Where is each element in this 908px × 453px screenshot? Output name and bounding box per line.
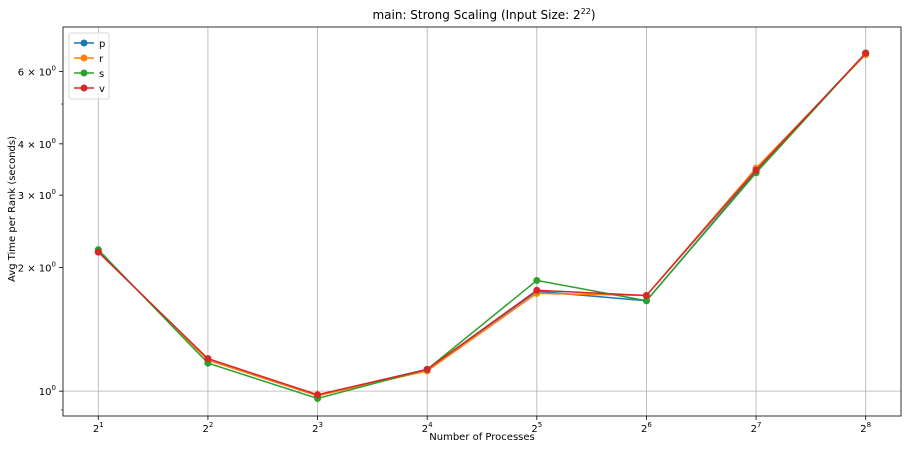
y-tick-label-2: 3 × 100: [18, 188, 56, 202]
y-tick-label-3: 4 × 100: [18, 137, 56, 151]
legend-marker-s: [80, 69, 88, 77]
y-tick-label-0: 100: [39, 384, 56, 398]
legend-label-s: s: [99, 69, 104, 80]
legend-label-r: r: [99, 54, 104, 65]
legend-box: [68, 32, 110, 100]
x-tick-label-6: 27: [751, 421, 762, 435]
x-tick-label-5: 26: [641, 421, 652, 435]
series-line-s: [97, 52, 867, 400]
series-group: [94, 49, 870, 402]
x-ticks: 21 22 23 24 25 26 27 28: [93, 416, 871, 435]
legend-marker-r: [80, 54, 88, 62]
legend-label-v: v: [99, 84, 105, 95]
data-point-v-1: [204, 355, 212, 363]
x-tick-label-2: 23: [312, 421, 323, 435]
x-axis-label: Number of Processes: [429, 432, 534, 443]
legend-label-p: p: [99, 39, 105, 50]
chart-title-exponent: 22: [581, 7, 591, 16]
x-tick-label-0: 21: [93, 421, 104, 435]
y-ticks: 100 2 × 100 3 × 100 4 × 100 6 × 100: [18, 65, 63, 411]
series-line-v: [97, 52, 867, 396]
chart-title-main: main: Strong Scaling (Input Size: 2: [372, 8, 580, 22]
x-tick-label-3: 24: [422, 421, 433, 435]
x-tick-label-1: 22: [203, 421, 214, 435]
data-point-v-7: [862, 49, 870, 57]
chart-title-close: ): [591, 8, 596, 22]
grid-lines: [63, 27, 901, 416]
chart-title: main: Strong Scaling (Input Size: 222): [372, 7, 595, 22]
legend-marker-p: [80, 39, 88, 47]
y-tick-label-1: 2 × 100: [18, 260, 56, 274]
data-point-v-5: [642, 291, 650, 299]
data-point-v-0: [94, 248, 102, 256]
plot-frame: [62, 26, 902, 417]
x-tick-label-7: 28: [860, 421, 871, 435]
series-line-r: [97, 53, 867, 397]
data-point-v-4: [533, 286, 541, 294]
data-point-v-6: [752, 166, 760, 174]
y-tick-label-4: 6 × 100: [18, 65, 56, 79]
data-point-s-5: [642, 297, 650, 305]
y-axis-label: Avg Time per Rank (seconds): [7, 136, 18, 282]
legend-marker-v: [80, 84, 88, 92]
data-point-v-2: [314, 391, 322, 399]
x-tick-label-4: 25: [531, 421, 542, 435]
data-point-v-3: [423, 365, 431, 373]
plot-area: [63, 27, 901, 416]
data-point-s-4: [533, 276, 541, 284]
